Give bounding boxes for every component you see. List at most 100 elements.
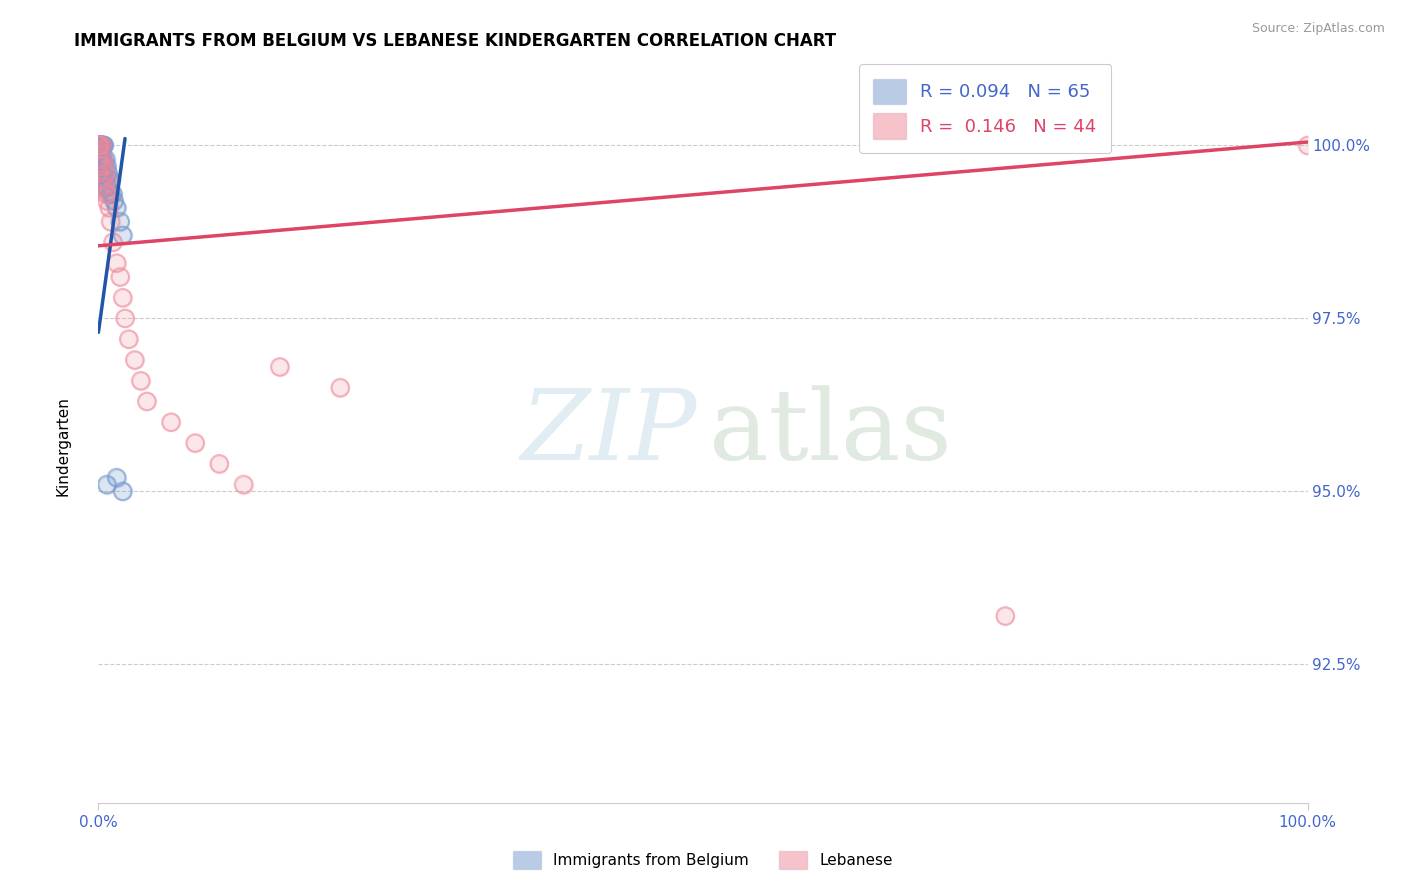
Point (100, 214, 122, 228)
Point (100, 173, 122, 187)
Point (87, 138, 110, 153)
Point (98, 201, 121, 215)
Point (160, 415, 183, 429)
Text: Source: ZipAtlas.com: Source: ZipAtlas.com (1251, 22, 1385, 36)
Point (98, 173, 121, 187)
Point (105, 256, 128, 270)
Point (105, 256, 128, 270)
Point (91, 180, 114, 194)
Point (87, 138, 110, 153)
Point (94, 166, 117, 180)
Point (93, 180, 115, 194)
Point (111, 484, 134, 499)
Text: atlas: atlas (709, 384, 952, 481)
Point (103, 194, 125, 208)
Point (87, 138, 110, 153)
Point (105, 201, 128, 215)
Point (135, 394, 157, 409)
Point (91, 138, 114, 153)
Point (90, 138, 112, 153)
Point (93, 138, 115, 153)
Point (98, 201, 121, 215)
Point (94, 186, 117, 201)
Point (90, 173, 112, 187)
Point (91, 138, 114, 153)
Text: ZIP: ZIP (520, 385, 697, 480)
Point (97, 186, 120, 201)
Point (94, 166, 117, 180)
Point (89, 138, 111, 153)
Point (89, 159, 111, 173)
Point (93, 159, 115, 173)
Point (89, 138, 111, 153)
Point (105, 201, 128, 215)
Point (91, 153, 114, 167)
Point (87, 138, 110, 153)
Point (87, 138, 110, 153)
Point (1296, 138, 1319, 153)
Point (87, 138, 110, 153)
Point (124, 353, 146, 368)
Point (90, 173, 112, 187)
Point (87, 138, 110, 153)
Text: IMMIGRANTS FROM BELGIUM VS LEBANESE KINDERGARTEN CORRELATION CHART: IMMIGRANTS FROM BELGIUM VS LEBANESE KIND… (75, 32, 837, 50)
Point (97, 186, 120, 201)
Point (208, 457, 231, 471)
Point (96, 477, 118, 491)
Point (994, 609, 1017, 624)
Point (87, 166, 110, 180)
Point (96, 477, 118, 491)
Point (91, 166, 114, 180)
Point (90, 138, 112, 153)
Point (111, 291, 134, 305)
Point (90, 138, 112, 153)
Point (91, 138, 114, 153)
Point (114, 311, 136, 326)
Point (101, 186, 124, 201)
Point (1296, 138, 1319, 153)
Point (91, 173, 114, 187)
Point (96, 180, 118, 194)
Point (100, 214, 122, 228)
Point (87, 166, 110, 180)
Point (108, 269, 131, 284)
Point (89, 138, 111, 153)
Point (135, 394, 157, 409)
Point (90, 153, 112, 167)
Point (90, 153, 112, 167)
Point (91, 180, 114, 194)
Point (91, 153, 114, 167)
Point (129, 374, 152, 388)
Point (87, 138, 110, 153)
Point (93, 180, 115, 194)
Point (89, 138, 111, 153)
Point (87, 138, 110, 153)
Point (184, 436, 207, 450)
Point (118, 332, 141, 346)
Point (91, 166, 114, 180)
Point (87, 138, 110, 153)
Point (87, 138, 110, 153)
Point (91, 138, 114, 153)
Point (90, 138, 112, 153)
Point (105, 470, 128, 484)
Point (90, 153, 112, 167)
Point (91, 138, 114, 153)
Point (96, 159, 118, 173)
Point (232, 477, 254, 491)
Point (91, 138, 114, 153)
Point (87, 138, 110, 153)
Point (994, 609, 1017, 624)
Point (96, 173, 118, 187)
Point (129, 374, 152, 388)
Point (91, 159, 114, 173)
Point (329, 381, 352, 395)
Point (91, 138, 114, 153)
Point (103, 194, 125, 208)
Point (91, 138, 114, 153)
Point (89, 138, 111, 153)
Point (93, 159, 115, 173)
Point (111, 228, 134, 243)
Point (87, 138, 110, 153)
Point (97, 166, 120, 180)
